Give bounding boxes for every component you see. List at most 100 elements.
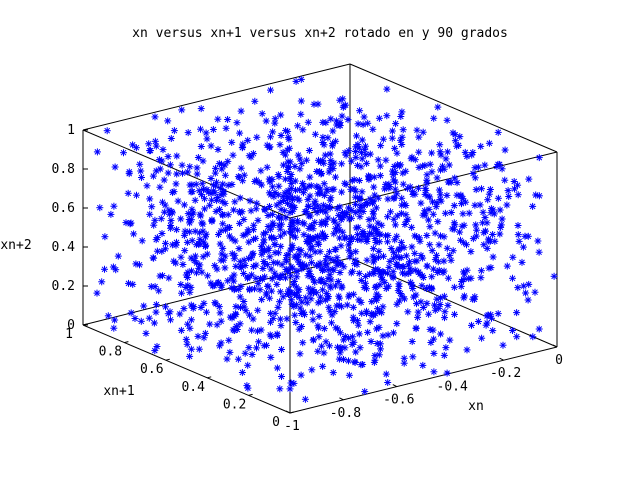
scatter-point (336, 349, 344, 357)
scatter-point (487, 205, 495, 213)
scatter-point (297, 75, 305, 83)
scatter-point (169, 188, 176, 196)
scatter-point (472, 186, 480, 194)
scatter-point (181, 247, 189, 255)
scatter-point (138, 237, 146, 245)
scatter-point (304, 196, 312, 204)
scatter-point (225, 336, 233, 344)
scatter-point (308, 235, 316, 243)
scatter-point (496, 206, 504, 214)
y-tick (248, 393, 253, 396)
scatter-point (469, 235, 477, 243)
scatter-point (177, 253, 185, 261)
scatter-point (248, 351, 256, 358)
scatter-point (366, 222, 374, 230)
scatter-point (316, 293, 324, 301)
scatter-point (202, 129, 210, 137)
scatter-point (477, 142, 485, 150)
scatter-point (178, 106, 186, 114)
scatter-point (330, 216, 338, 224)
scatter-point (164, 169, 172, 177)
scatter-point (247, 207, 255, 215)
scatter-point (184, 129, 192, 137)
scatter-point (483, 312, 491, 320)
scatter-point (357, 361, 365, 369)
scatter-point (419, 128, 427, 136)
scatter-point (426, 223, 434, 231)
scatter-point (407, 267, 415, 275)
scatter-point (145, 314, 153, 322)
scatter-point (373, 325, 381, 333)
scatter-point (368, 298, 376, 306)
scatter-point (314, 100, 322, 108)
scatter-point (330, 266, 338, 274)
scatter-point (253, 199, 261, 207)
scatter-point (360, 113, 368, 121)
scatter-point (366, 318, 374, 326)
scatter-point (373, 340, 381, 347)
scatter-point (393, 320, 401, 328)
scatter-point (449, 247, 457, 255)
scatter-point (215, 278, 223, 286)
scatter-point (333, 254, 341, 262)
scatter-point (349, 333, 357, 341)
scatter-point (149, 172, 157, 180)
scatter-point (289, 232, 297, 240)
scatter-point (423, 179, 431, 187)
scatter-point (290, 290, 298, 298)
y-axis-line (82, 324, 291, 414)
scatter-point (296, 350, 304, 358)
scatter-point (358, 188, 366, 196)
scatter-point (519, 243, 527, 251)
scatter-point (294, 217, 301, 225)
scatter-point (236, 194, 244, 202)
scatter-point (441, 314, 448, 322)
scatter-point (260, 239, 268, 247)
scatter-point (303, 299, 311, 307)
scatter-point (222, 124, 230, 132)
scatter-point (245, 344, 253, 352)
scatter-point (231, 327, 239, 334)
scatter-point (535, 154, 543, 162)
scatter-point (485, 139, 493, 147)
scatter-point (286, 385, 294, 393)
scatter-point (359, 208, 367, 215)
scatter-point (161, 201, 169, 209)
scatter-point (375, 114, 383, 122)
scatter-point (404, 184, 412, 192)
scatter-point (444, 148, 452, 156)
scatter-point (320, 325, 328, 333)
scatter-point (267, 133, 274, 141)
scatter-point (496, 230, 504, 238)
scatter-point (451, 221, 459, 229)
scatter-point (292, 77, 300, 85)
scatter-point (402, 167, 410, 175)
scatter-point (207, 175, 215, 182)
scatter-point (173, 170, 181, 178)
scatter-point (390, 194, 398, 202)
scatter-point (273, 364, 281, 372)
scatter-point (379, 332, 387, 340)
scatter-point (156, 272, 164, 280)
scatter-point (355, 269, 363, 277)
scatter-point (457, 192, 465, 200)
scatter-point (381, 185, 389, 193)
scatter-point (308, 259, 316, 267)
scatter-point (531, 288, 539, 296)
scatter-point (199, 157, 207, 165)
scatter-point (284, 127, 292, 135)
scatter-point (352, 153, 360, 161)
scatter-point (248, 271, 256, 279)
scatter-point (187, 301, 195, 309)
scatter-point (324, 294, 332, 302)
scatter-point (437, 151, 445, 159)
scatter-point (281, 175, 289, 183)
scatter-point (434, 103, 442, 111)
scatter-point (291, 177, 299, 185)
scatter-point (244, 361, 252, 369)
scatter-point (431, 306, 439, 314)
scatter-point (383, 112, 391, 120)
scatter-point (178, 289, 185, 297)
scatter-point (292, 301, 300, 309)
